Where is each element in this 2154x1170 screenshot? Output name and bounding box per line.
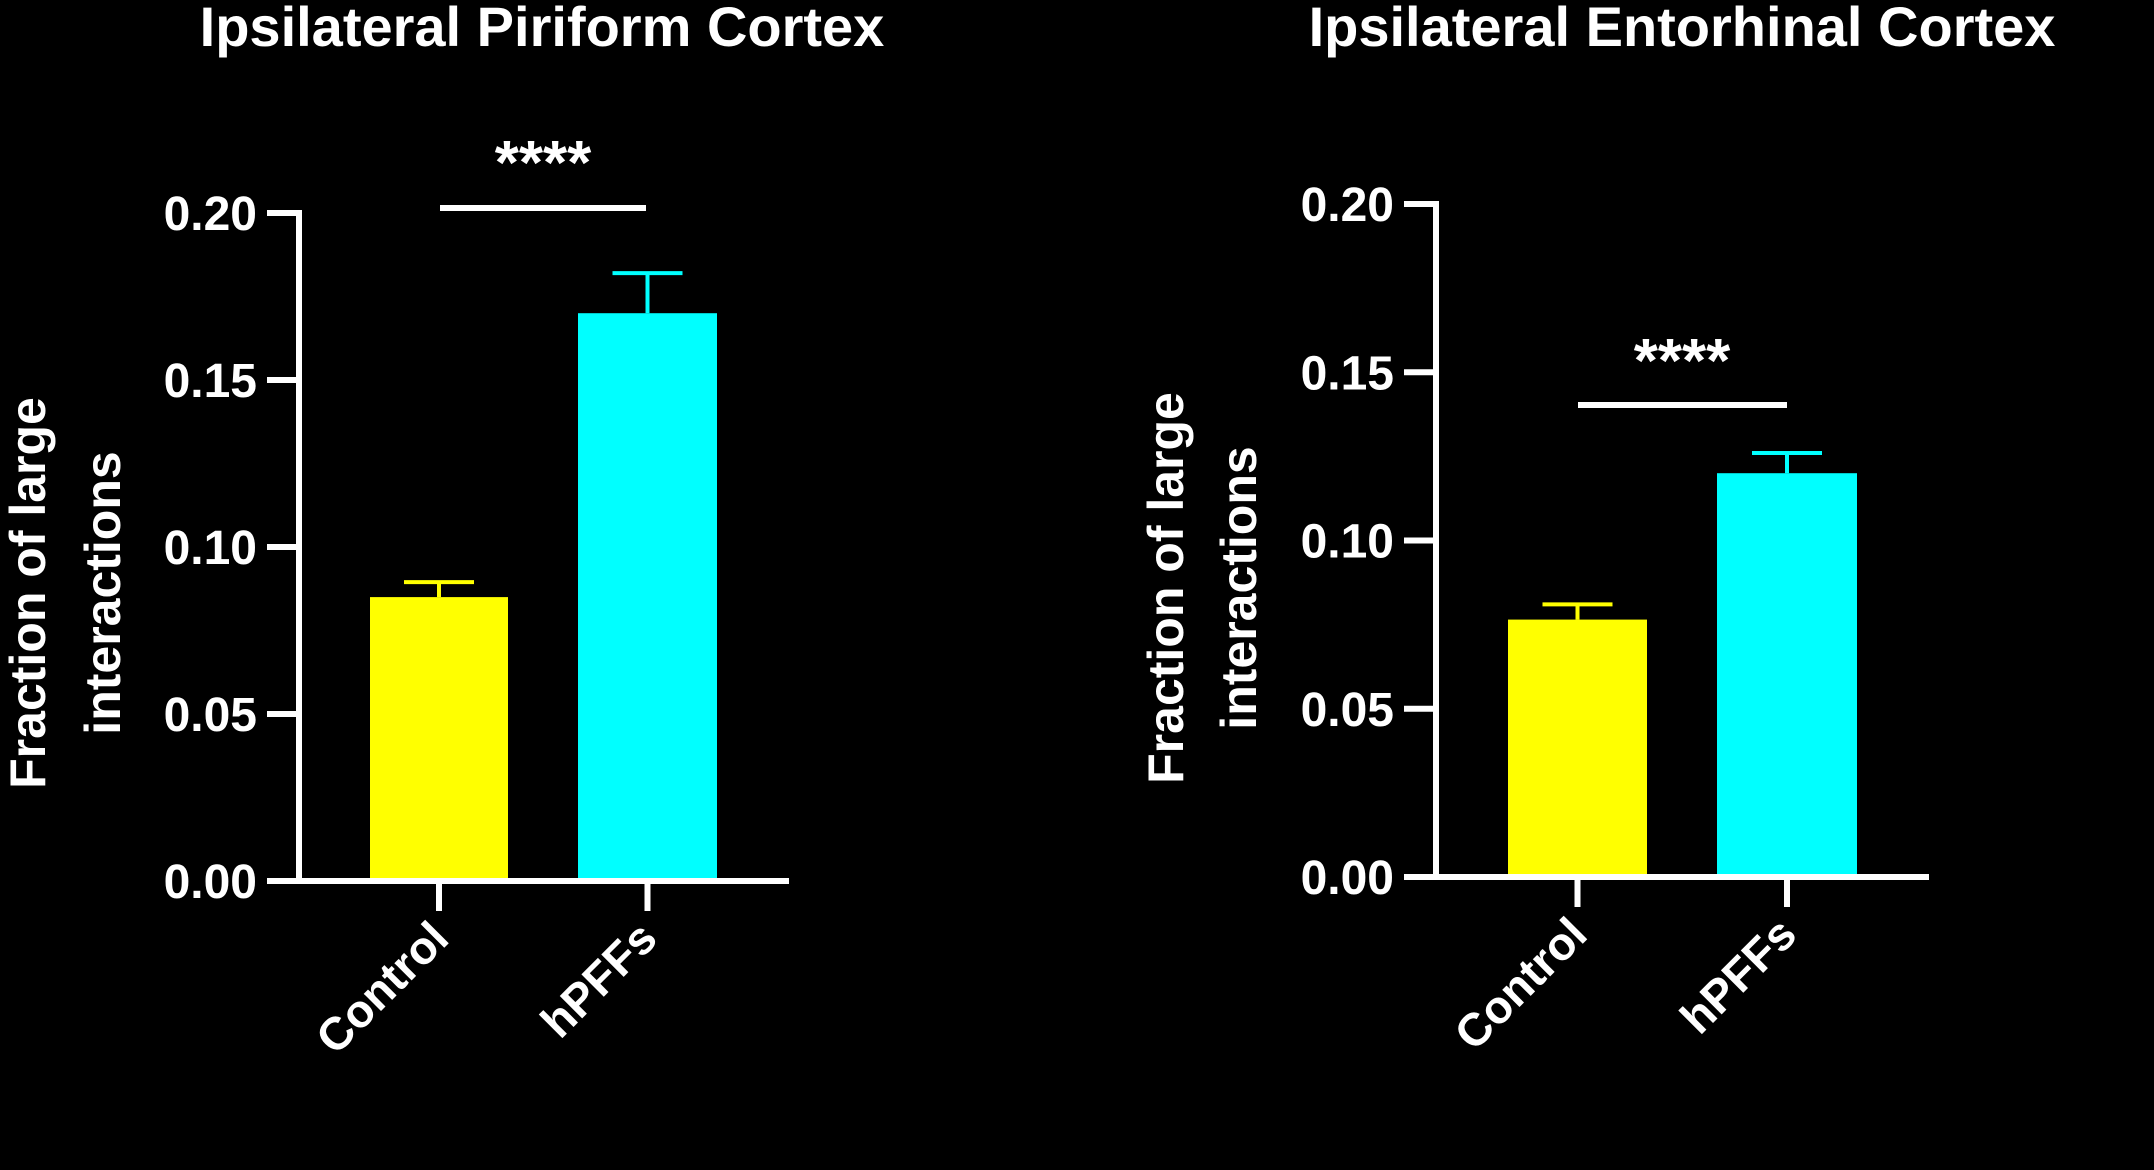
panel-piriform: Ipsilateral Piriform Cortex Fraction of …: [0, 0, 884, 1064]
panel-entorhinal: Ipsilateral Entorhinal Cortex Fraction o…: [1138, 0, 2055, 1060]
bar-control: [370, 597, 508, 881]
x-tick-label: hPFFs: [1670, 907, 1806, 1043]
bar-hpffs: [1717, 473, 1857, 877]
y-axis-label-line2: interactions: [1211, 446, 1267, 729]
significance-label: ****: [495, 129, 592, 198]
y-axis-label-line1: Fraction of large: [1138, 392, 1194, 784]
y-tick-label: 0.05: [164, 689, 257, 742]
y-axis-label-line1: Fraction of large: [0, 397, 56, 789]
chart-title: Ipsilateral Entorhinal Cortex: [1309, 0, 2056, 58]
bar-hpffs: [578, 313, 717, 881]
y-tick-label: 0.15: [1301, 347, 1394, 400]
y-tick-label: 0.10: [164, 522, 257, 575]
y-tick-label: 0.20: [164, 188, 257, 241]
y-tick-label: 0.00: [164, 856, 257, 909]
y-tick-label: 0.05: [1301, 684, 1394, 737]
significance-label: ****: [1634, 327, 1731, 396]
x-tick-label: hPFFs: [530, 911, 666, 1047]
chart-title: Ipsilateral Piriform Cortex: [200, 0, 885, 58]
bar-control: [1508, 619, 1647, 877]
y-tick-label: 0.15: [164, 355, 257, 408]
x-tick-label: Control: [1444, 907, 1596, 1059]
y-tick-label: 0.00: [1301, 852, 1394, 905]
y-axis-label-line2: interactions: [75, 451, 131, 734]
y-tick-label: 0.20: [1301, 179, 1394, 232]
x-tick-label: Control: [306, 911, 458, 1063]
y-tick-label: 0.10: [1301, 516, 1394, 569]
